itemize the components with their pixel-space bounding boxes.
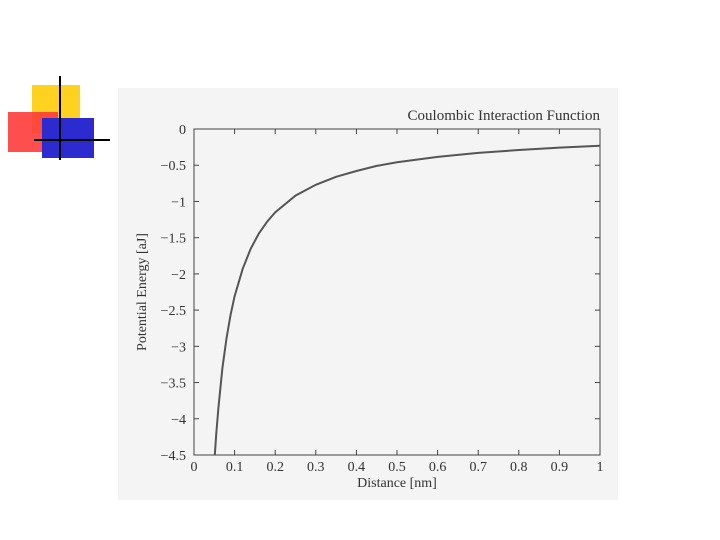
y-tick-label: −2.5: [161, 304, 186, 319]
y-tick-label: −4.5: [161, 449, 186, 464]
slide-corner-decoration: [8, 76, 110, 160]
x-tick-label: 1: [597, 460, 604, 475]
y-tick-label: −1: [171, 195, 186, 210]
x-tick-label: 0.7: [469, 460, 487, 475]
axis-ticks: 0 0.1 0.2 0.3 0.4 0.5 0.6 0.7 0.8 0.9 1 0 −0.5 −1 −1.5…: [161, 123, 604, 475]
y-tick-label: −1.5: [161, 232, 186, 247]
y-tick-label: 0: [179, 123, 186, 138]
y-tick-label: −3.5: [161, 377, 186, 392]
chart-title: Coulombic Interaction Function: [408, 108, 601, 124]
coulomb-curve-line: [213, 144, 601, 456]
y-tick-label: −4: [171, 413, 186, 428]
x-tick-label: 0: [191, 460, 198, 475]
y-tick-label: −3: [171, 340, 186, 355]
x-axis-label: Distance [nm]: [357, 476, 437, 491]
x-tick-label: 0.5: [388, 460, 406, 475]
x-tick-label: 0.4: [348, 460, 366, 475]
blue-square: [42, 118, 94, 158]
y-tick-label: −2: [171, 268, 186, 283]
x-tick-label: 0.3: [307, 460, 325, 475]
x-tick-label: 0.6: [429, 460, 447, 475]
plot-frame: [193, 128, 601, 456]
x-tick-label: 0.2: [266, 460, 284, 475]
y-tick-label: −0.5: [161, 159, 186, 174]
x-tick-label: 0.1: [226, 460, 244, 475]
chart-background: [118, 88, 618, 500]
x-tick-label: 0.9: [551, 460, 569, 475]
y-axis-label: Potential Energy [aJ]: [135, 233, 150, 351]
x-tick-label: 0.8: [510, 460, 528, 475]
